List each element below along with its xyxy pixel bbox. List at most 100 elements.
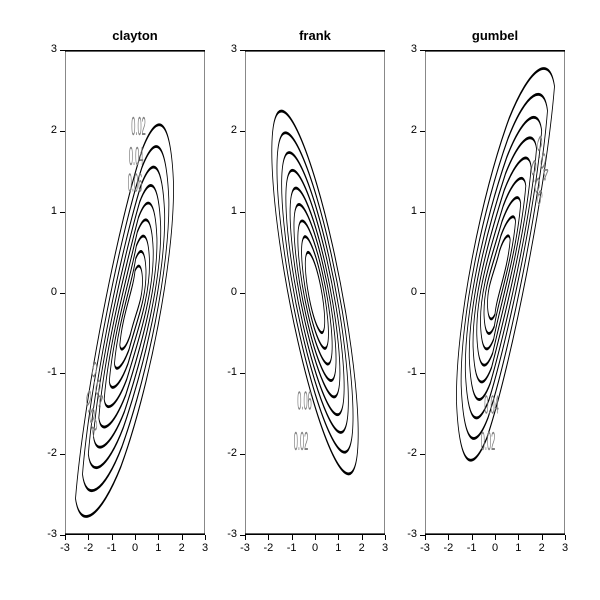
panel-gumbel: 0.02 0.04 0.06 0.04	[425, 50, 565, 535]
contour-label: 0.02	[294, 428, 309, 457]
y-tick-label: 3	[43, 43, 57, 55]
x-tick-label: -2	[440, 542, 456, 554]
x-tick	[112, 535, 113, 540]
x-tick	[385, 535, 386, 540]
x-tick-label: 0	[487, 542, 503, 554]
y-tick	[240, 293, 245, 294]
x-tick	[268, 535, 269, 540]
panel-frank: 0.02 0.06	[245, 50, 385, 535]
y-tick-label: -1	[223, 366, 237, 378]
x-tick-label: -3	[237, 542, 253, 554]
contour-label: 0.06	[297, 388, 312, 417]
x-tick-label: 2	[354, 542, 370, 554]
y-tick	[240, 131, 245, 132]
contour-label: 0.02	[481, 428, 496, 457]
y-tick-label: 2	[223, 124, 237, 136]
x-tick-label: 2	[534, 542, 550, 554]
x-tick	[245, 535, 246, 540]
y-tick	[60, 373, 65, 374]
y-tick-label: -3	[43, 528, 57, 540]
y-tick-label: 2	[43, 124, 57, 136]
x-tick	[292, 535, 293, 540]
contour-label: 0.04	[484, 392, 499, 421]
x-tick	[158, 535, 159, 540]
y-tick-label: 0	[403, 286, 417, 298]
y-tick-label: -1	[43, 366, 57, 378]
x-tick	[88, 535, 89, 540]
y-tick	[420, 50, 425, 51]
y-tick-label: -2	[403, 447, 417, 459]
panel-clayton: 0.02 0.04 0.06 0.04 0.02	[65, 50, 205, 535]
x-tick	[315, 535, 316, 540]
y-tick	[240, 535, 245, 536]
y-tick	[240, 50, 245, 51]
axis-frame	[245, 50, 385, 535]
y-tick-label: -3	[403, 528, 417, 540]
x-tick-label: -1	[284, 542, 300, 554]
x-tick	[205, 535, 206, 540]
x-tick-label: -3	[57, 542, 73, 554]
y-tick	[60, 212, 65, 213]
contour-label: 0.06	[128, 170, 143, 199]
x-tick	[425, 535, 426, 540]
x-tick	[565, 535, 566, 540]
y-tick-label: -2	[43, 447, 57, 459]
y-tick-label: 0	[43, 286, 57, 298]
y-tick-label: -1	[403, 366, 417, 378]
y-tick-label: -3	[223, 528, 237, 540]
x-tick	[135, 535, 136, 540]
y-tick	[420, 131, 425, 132]
x-tick	[495, 535, 496, 540]
panel-title-gumbel: gumbel	[425, 28, 565, 43]
y-tick-label: 1	[43, 205, 57, 217]
x-tick	[182, 535, 183, 540]
y-tick	[240, 212, 245, 213]
x-tick-label: 2	[174, 542, 190, 554]
x-tick-label: -1	[464, 542, 480, 554]
x-tick-label: -3	[417, 542, 433, 554]
y-tick-label: -2	[223, 447, 237, 459]
y-tick	[60, 293, 65, 294]
figure: clayton frank gumbel 0.02 0.04 0.06 0.04…	[0, 0, 600, 600]
y-tick	[60, 535, 65, 536]
y-tick	[420, 535, 425, 536]
x-tick-label: 1	[330, 542, 346, 554]
y-tick-label: 2	[403, 124, 417, 136]
y-tick-label: 3	[223, 43, 237, 55]
x-tick	[338, 535, 339, 540]
y-tick	[240, 454, 245, 455]
x-tick-label: 1	[510, 542, 526, 554]
y-tick-label: 1	[223, 205, 237, 217]
axis-frame	[425, 50, 565, 535]
y-tick	[420, 373, 425, 374]
panel-title-frank: frank	[245, 28, 385, 43]
y-tick	[60, 454, 65, 455]
x-tick	[65, 535, 66, 540]
y-tick	[60, 131, 65, 132]
x-tick-label: 3	[197, 542, 213, 554]
x-tick	[472, 535, 473, 540]
x-tick-label: 0	[127, 542, 143, 554]
x-tick-label: -1	[104, 542, 120, 554]
x-tick-label: 1	[150, 542, 166, 554]
x-tick-label: 3	[377, 542, 393, 554]
contour-label: 0.02	[131, 113, 146, 142]
x-tick	[362, 535, 363, 540]
y-tick	[240, 373, 245, 374]
x-tick-label: -2	[260, 542, 276, 554]
contour-label: 0.04	[129, 143, 144, 172]
x-tick-label: 3	[557, 542, 573, 554]
x-tick	[448, 535, 449, 540]
y-tick	[420, 454, 425, 455]
y-tick	[420, 212, 425, 213]
x-tick-label: 0	[307, 542, 323, 554]
y-tick-label: 0	[223, 286, 237, 298]
x-tick-label: -2	[80, 542, 96, 554]
y-tick	[60, 50, 65, 51]
y-tick-label: 1	[403, 205, 417, 217]
x-tick	[542, 535, 543, 540]
x-tick	[518, 535, 519, 540]
y-tick	[420, 293, 425, 294]
y-tick-label: 3	[403, 43, 417, 55]
panel-title-clayton: clayton	[65, 28, 205, 43]
